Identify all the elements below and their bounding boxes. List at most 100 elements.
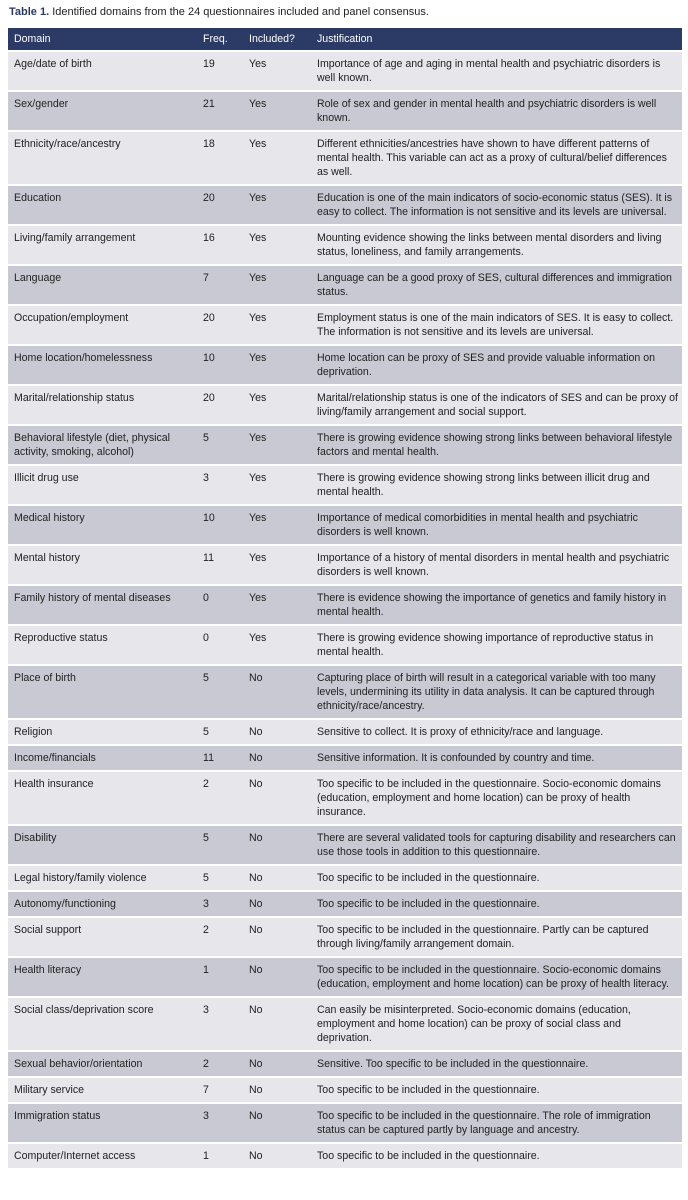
cell-domain: Social class/deprivation score	[8, 996, 195, 1051]
caption-label: Table 1.	[9, 6, 50, 18]
cell-justification: Importance of age and aging in mental he…	[311, 50, 682, 91]
cell-justification: Capturing place of birth will result in …	[311, 664, 682, 719]
cell-domain: Sex/gender	[8, 90, 195, 131]
cell-included: No	[243, 996, 311, 1051]
table-row: Sex/gender 21 Yes Role of sex and gender in…	[8, 90, 682, 131]
table-row: Immigration status 3 No Too specific to be …	[8, 1102, 682, 1143]
table-row: Medical history 10 Yes Importance of medica…	[8, 504, 682, 545]
cell-domain: Language	[8, 264, 195, 305]
cell-included: No	[243, 956, 311, 997]
table-row: Health literacy 1 No Too specific to be inc…	[8, 956, 682, 997]
cell-domain: Reproductive status	[8, 624, 195, 665]
header-justification: Justification	[311, 28, 682, 51]
cell-freq: 20	[195, 304, 243, 345]
cell-domain: Home location/homelessness	[8, 344, 195, 385]
table-row: Sexual behavior/orientation 2 No Sensitive.…	[8, 1050, 682, 1077]
cell-justification: Importance of medical comorbidities in m…	[311, 504, 682, 545]
cell-included: Yes	[243, 184, 311, 225]
table-row: Living/family arrangement 16 Yes Mounting e…	[8, 224, 682, 265]
cell-justification: Home location can be proxy of SES and pr…	[311, 344, 682, 385]
cell-freq: 2	[195, 770, 243, 825]
cell-justification: Too specific to be included in the quest…	[311, 890, 682, 917]
cell-freq: 7	[195, 264, 243, 305]
cell-freq: 3	[195, 464, 243, 505]
domains-table: Domain Freq. Included? Justification Age…	[8, 28, 682, 1168]
cell-justification: There is growing evidence showing strong…	[311, 424, 682, 465]
cell-justification: Too specific to be included in the quest…	[311, 1102, 682, 1143]
cell-included: No	[243, 824, 311, 865]
cell-freq: 20	[195, 184, 243, 225]
cell-included: Yes	[243, 224, 311, 265]
header-freq: Freq.	[195, 28, 243, 51]
table-row: Occupation/employment 20 Yes Employment sta…	[8, 304, 682, 345]
cell-included: Yes	[243, 304, 311, 345]
cell-domain: Living/family arrangement	[8, 224, 195, 265]
cell-included: No	[243, 1142, 311, 1168]
table-row: Home location/homelessness 10 Yes Home loca…	[8, 344, 682, 385]
cell-justification: Can easily be misinterpreted. Socio-econ…	[311, 996, 682, 1051]
cell-domain: Social support	[8, 916, 195, 957]
cell-justification: Different ethnicities/ancestries have sh…	[311, 130, 682, 185]
table-row: Marital/relationship status 20 Yes Marital/…	[8, 384, 682, 425]
table-row: Legal history/family violence 5 No Too spec…	[8, 864, 682, 891]
cell-freq: 19	[195, 50, 243, 91]
cell-domain: Computer/Internet access	[8, 1142, 195, 1168]
table-header-row: Domain Freq. Included? Justification	[8, 28, 682, 51]
cell-freq: 1	[195, 1142, 243, 1168]
table-row: Family history of mental diseases 0 Yes The…	[8, 584, 682, 625]
cell-included: Yes	[243, 624, 311, 665]
cell-freq: 10	[195, 504, 243, 545]
cell-freq: 0	[195, 624, 243, 665]
cell-included: Yes	[243, 464, 311, 505]
cell-domain: Illicit drug use	[8, 464, 195, 505]
table-row: Disability 5 No There are several validated…	[8, 824, 682, 865]
cell-justification: Too specific to be included in the quest…	[311, 1142, 682, 1168]
cell-justification: Too specific to be included in the quest…	[311, 770, 682, 825]
cell-domain: Income/financials	[8, 744, 195, 771]
cell-domain: Ethnicity/race/ancestry	[8, 130, 195, 185]
cell-included: Yes	[243, 264, 311, 305]
cell-justification: Role of sex and gender in mental health …	[311, 90, 682, 131]
header-included: Included?	[243, 28, 311, 51]
cell-included: No	[243, 1076, 311, 1103]
cell-domain: Health insurance	[8, 770, 195, 825]
table-row: Reproductive status 0 Yes There is growing …	[8, 624, 682, 665]
table-row: Behavioral lifestyle (diet, physical act…	[8, 424, 682, 465]
cell-justification: There are several validated tools for ca…	[311, 824, 682, 865]
cell-freq: 5	[195, 824, 243, 865]
cell-included: No	[243, 864, 311, 891]
cell-domain: Health literacy	[8, 956, 195, 997]
cell-domain: Marital/relationship status	[8, 384, 195, 425]
cell-domain: Disability	[8, 824, 195, 865]
cell-included: No	[243, 916, 311, 957]
cell-included: No	[243, 744, 311, 771]
cell-included: No	[243, 890, 311, 917]
cell-included: No	[243, 1102, 311, 1143]
cell-included: Yes	[243, 584, 311, 625]
cell-domain: Sexual behavior/orientation	[8, 1050, 195, 1077]
cell-justification: Importance of a history of mental disord…	[311, 544, 682, 585]
cell-included: Yes	[243, 344, 311, 385]
cell-included: Yes	[243, 544, 311, 585]
table-row: Social class/deprivation score 3 No Can eas…	[8, 996, 682, 1051]
cell-included: Yes	[243, 504, 311, 545]
cell-freq: 5	[195, 424, 243, 465]
cell-freq: 7	[195, 1076, 243, 1103]
cell-justification: Sensitive information. It is confounded …	[311, 744, 682, 771]
table-row: Computer/Internet access 1 No Too specific …	[8, 1142, 682, 1168]
cell-freq: 5	[195, 718, 243, 745]
cell-included: No	[243, 770, 311, 825]
cell-justification: There is growing evidence showing import…	[311, 624, 682, 665]
cell-included: Yes	[243, 424, 311, 465]
cell-domain: Place of birth	[8, 664, 195, 719]
table-row: Military service 7 No Too specific to be in…	[8, 1076, 682, 1103]
cell-freq: 16	[195, 224, 243, 265]
cell-justification: Sensitive to collect. It is proxy of eth…	[311, 718, 682, 745]
header-domain: Domain	[8, 28, 195, 51]
table-row: Illicit drug use 3 Yes There is growing evi…	[8, 464, 682, 505]
table-caption: Table 1. Identified domains from the 24 …	[9, 6, 429, 18]
cell-justification: Sensitive. Too specific to be included i…	[311, 1050, 682, 1077]
cell-domain: Religion	[8, 718, 195, 745]
cell-freq: 3	[195, 996, 243, 1051]
table-row: Autonomy/functioning 3 No Too specific to b…	[8, 890, 682, 917]
